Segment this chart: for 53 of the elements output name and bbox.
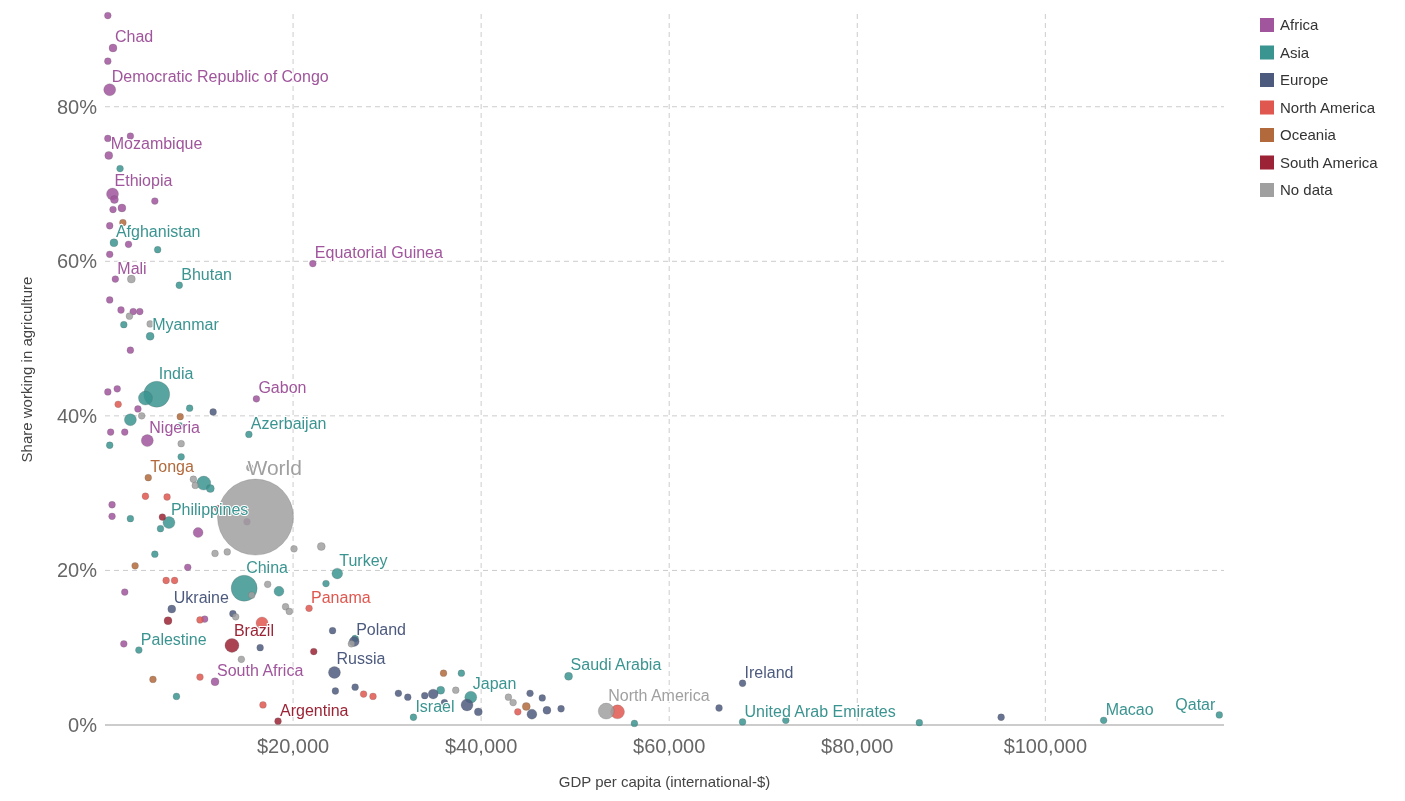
y-tick-label: 20% xyxy=(56,559,98,582)
annotation: Chad xyxy=(114,28,154,46)
annotation: Macao xyxy=(1105,700,1154,718)
annotation: Philippines xyxy=(170,500,249,518)
x-tick-label: $80,000 xyxy=(821,735,894,757)
annotation: Azerbaijan xyxy=(250,415,327,433)
annotation: Poland xyxy=(356,620,407,638)
annotation: Ireland xyxy=(744,663,794,681)
annotation: Nigeria xyxy=(149,418,201,436)
annotation: United Arab Emirates xyxy=(744,702,896,720)
legend-label: Europe xyxy=(1280,71,1329,88)
y-tick-label: 0% xyxy=(68,714,98,736)
annotation: Japan xyxy=(472,675,517,693)
y-axis-title: Share working in agriculture xyxy=(18,276,35,463)
y-tick-label: 40% xyxy=(56,404,98,427)
legend-label: Africa xyxy=(1280,16,1319,33)
annotation: South Africa xyxy=(217,661,304,679)
y-tick-label: 80% xyxy=(56,95,98,118)
x-tick-label: $100,000 xyxy=(1003,735,1088,757)
annotation: Democratic Republic of Congo xyxy=(111,67,329,85)
annotation: Ukraine xyxy=(173,589,229,607)
annotation: Argentina xyxy=(280,701,349,719)
annotation: Bhutan xyxy=(181,265,233,283)
annotation: Myanmar xyxy=(152,316,220,334)
annotation: Gabon xyxy=(258,379,307,397)
annotation: Tonga xyxy=(150,458,194,476)
annotation: Saudi Arabia xyxy=(570,656,662,674)
legend-label: Asia xyxy=(1280,43,1310,61)
annotation: Brazil xyxy=(233,622,274,640)
annotation: Equatorial Guinea xyxy=(314,244,443,262)
legend-label: No data xyxy=(1280,181,1334,198)
x-tick-label: $60,000 xyxy=(633,735,706,757)
y-tick-label: 60% xyxy=(56,250,98,273)
legend-label: South America xyxy=(1280,153,1379,171)
x-axis-title: GDP per capita (international-$) xyxy=(558,773,771,790)
annotation: China xyxy=(246,559,289,577)
legend-label: North America xyxy=(1280,98,1376,116)
legend-label: Oceania xyxy=(1280,126,1337,143)
annotation: North America xyxy=(608,687,710,705)
annotation: India xyxy=(158,365,194,383)
annotation: World xyxy=(247,456,302,480)
annotation: Mali xyxy=(117,259,147,277)
annotation: Qatar xyxy=(1175,695,1216,713)
annotation: Afghanistan xyxy=(115,222,201,240)
annotation: Turkey xyxy=(339,552,388,570)
x-tick-label: $20,000 xyxy=(256,735,330,757)
x-tick-label: $40,000 xyxy=(444,735,518,757)
annotation: Palestine xyxy=(140,630,207,648)
annotation: Israel xyxy=(415,697,455,715)
annotation: Ethiopia xyxy=(114,172,173,190)
annotation: Panama xyxy=(311,588,371,606)
annotation: Mozambique xyxy=(110,135,203,153)
annotation: Russia xyxy=(336,650,386,668)
